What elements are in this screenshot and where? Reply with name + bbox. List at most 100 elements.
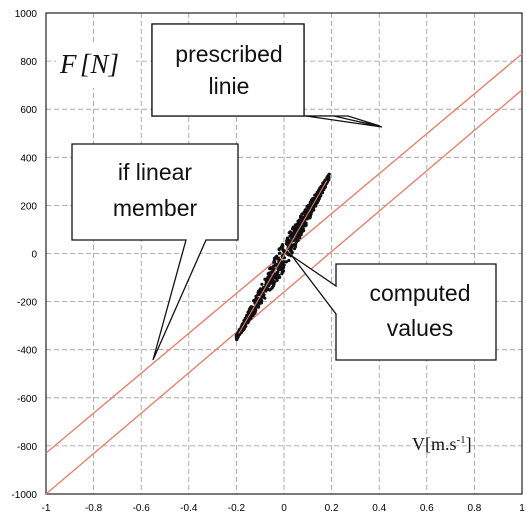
computed-trace <box>238 180 328 334</box>
computed-point <box>272 258 276 262</box>
x-tick-label: 1 <box>519 503 525 514</box>
computed-point <box>282 256 287 260</box>
computed-point <box>280 270 284 274</box>
x-tick-label: -0.4 <box>180 503 198 514</box>
computed-point <box>300 212 304 216</box>
computed-point <box>256 289 261 293</box>
computed-point <box>293 245 297 249</box>
reference-line <box>45 89 523 495</box>
computed-point <box>260 282 264 286</box>
computed-point <box>260 295 264 299</box>
computed-point <box>281 247 285 252</box>
computed-point <box>241 328 246 332</box>
computed-point <box>256 305 261 309</box>
computed-point <box>277 251 281 256</box>
plot-frame <box>45 12 523 495</box>
computed-point <box>284 260 289 264</box>
y-tick-label: 400 <box>20 153 37 164</box>
x-tick-label: 0.4 <box>372 503 386 514</box>
computed-point <box>306 214 310 219</box>
computed-point <box>289 249 293 253</box>
y-tick-labels: -1000 -800 -600 -400 -200 0 200 400 600 800 1000 <box>11 9 37 501</box>
callout-prescribed-line1: prescribed <box>175 41 282 67</box>
computed-point <box>259 301 264 305</box>
x-tick-label: -0.6 <box>133 503 151 514</box>
x-axis-label: V[m.s-1] <box>412 434 472 454</box>
y-tick-label: -1000 <box>11 490 37 501</box>
y-axis-label-unit: [N] <box>80 49 119 79</box>
computed-point <box>273 263 278 267</box>
y-tick-label: -200 <box>17 298 37 309</box>
computed-point <box>305 208 309 212</box>
y-tick-label: 200 <box>20 201 37 212</box>
callout-computed-line2: values <box>387 315 453 341</box>
computed-point <box>297 231 301 235</box>
x-tick-label: 0.8 <box>467 503 481 514</box>
computed-point <box>325 176 329 180</box>
callout-prescribed: prescribed linie <box>151 23 383 128</box>
computed-point <box>277 247 281 252</box>
computed-point <box>253 309 257 313</box>
computed-point <box>270 267 274 271</box>
computed-point <box>282 260 286 264</box>
computed-point <box>236 334 240 339</box>
computed-point <box>276 270 280 274</box>
computed-point <box>293 226 297 230</box>
computed-values-cloud <box>234 172 331 342</box>
callout-computed-line1: computed <box>369 280 470 306</box>
computed-point <box>279 245 284 249</box>
y-tick-label: -600 <box>17 394 37 405</box>
y-tick-label: -800 <box>17 442 37 453</box>
callout-computed: computed values <box>291 255 497 361</box>
computed-point <box>248 307 252 311</box>
y-tick-label: -400 <box>17 346 37 357</box>
computed-point <box>275 278 279 282</box>
computed-point <box>303 224 307 228</box>
callout-linear: if linear member <box>71 143 239 361</box>
computed-point <box>314 202 318 206</box>
computed-point <box>263 296 267 300</box>
computed-point <box>278 265 282 269</box>
y-tick-label: 600 <box>20 105 37 116</box>
computed-point <box>267 271 271 275</box>
computed-point <box>270 281 274 285</box>
computed-point <box>277 273 281 278</box>
y-tick-label: 0 <box>31 250 37 261</box>
y-axis-label: F [N] <box>56 42 136 88</box>
computed-point <box>287 239 291 243</box>
x-tick-label: 0.2 <box>325 503 339 514</box>
x-tick-label: -0.2 <box>228 503 246 514</box>
computed-point <box>316 198 321 203</box>
callout-prescribed-line2: linie <box>209 73 250 99</box>
computed-point <box>289 232 294 236</box>
computed-point <box>276 256 281 260</box>
computed-point <box>308 200 312 205</box>
computed-point <box>327 172 331 176</box>
x-tick-label: 0 <box>281 503 287 514</box>
y-axis-label-f: F <box>59 49 77 79</box>
computed-point <box>253 298 258 302</box>
x-tick-labels: -1 -0.8 -0.6 -0.4 -0.2 0 0.2 0.4 0.6 0.8 1 <box>42 503 526 514</box>
x-tick-label: -0.8 <box>85 503 103 514</box>
computed-point <box>258 287 263 291</box>
y-tick-label: 1000 <box>15 9 38 20</box>
y-tick-label: 800 <box>20 57 37 68</box>
x-tick-label: 0.6 <box>420 503 434 514</box>
callout-linear-line1: if linear <box>118 159 192 185</box>
computed-point <box>297 233 301 237</box>
x-tick-label: -1 <box>42 503 51 514</box>
computed-point <box>270 277 275 281</box>
computed-point <box>265 279 269 283</box>
computed-point <box>298 218 302 222</box>
computed-point <box>310 210 314 214</box>
computed-point <box>299 215 303 219</box>
computed-point <box>308 204 312 209</box>
computed-point <box>302 229 306 233</box>
computed-point <box>269 287 273 291</box>
computed-point <box>287 258 291 263</box>
computed-point <box>256 302 260 306</box>
x-axis-label-text: V[m.s-1] <box>412 434 472 454</box>
computed-point <box>315 190 319 195</box>
callout-linear-line2: member <box>113 195 198 221</box>
computed-point <box>317 188 321 192</box>
